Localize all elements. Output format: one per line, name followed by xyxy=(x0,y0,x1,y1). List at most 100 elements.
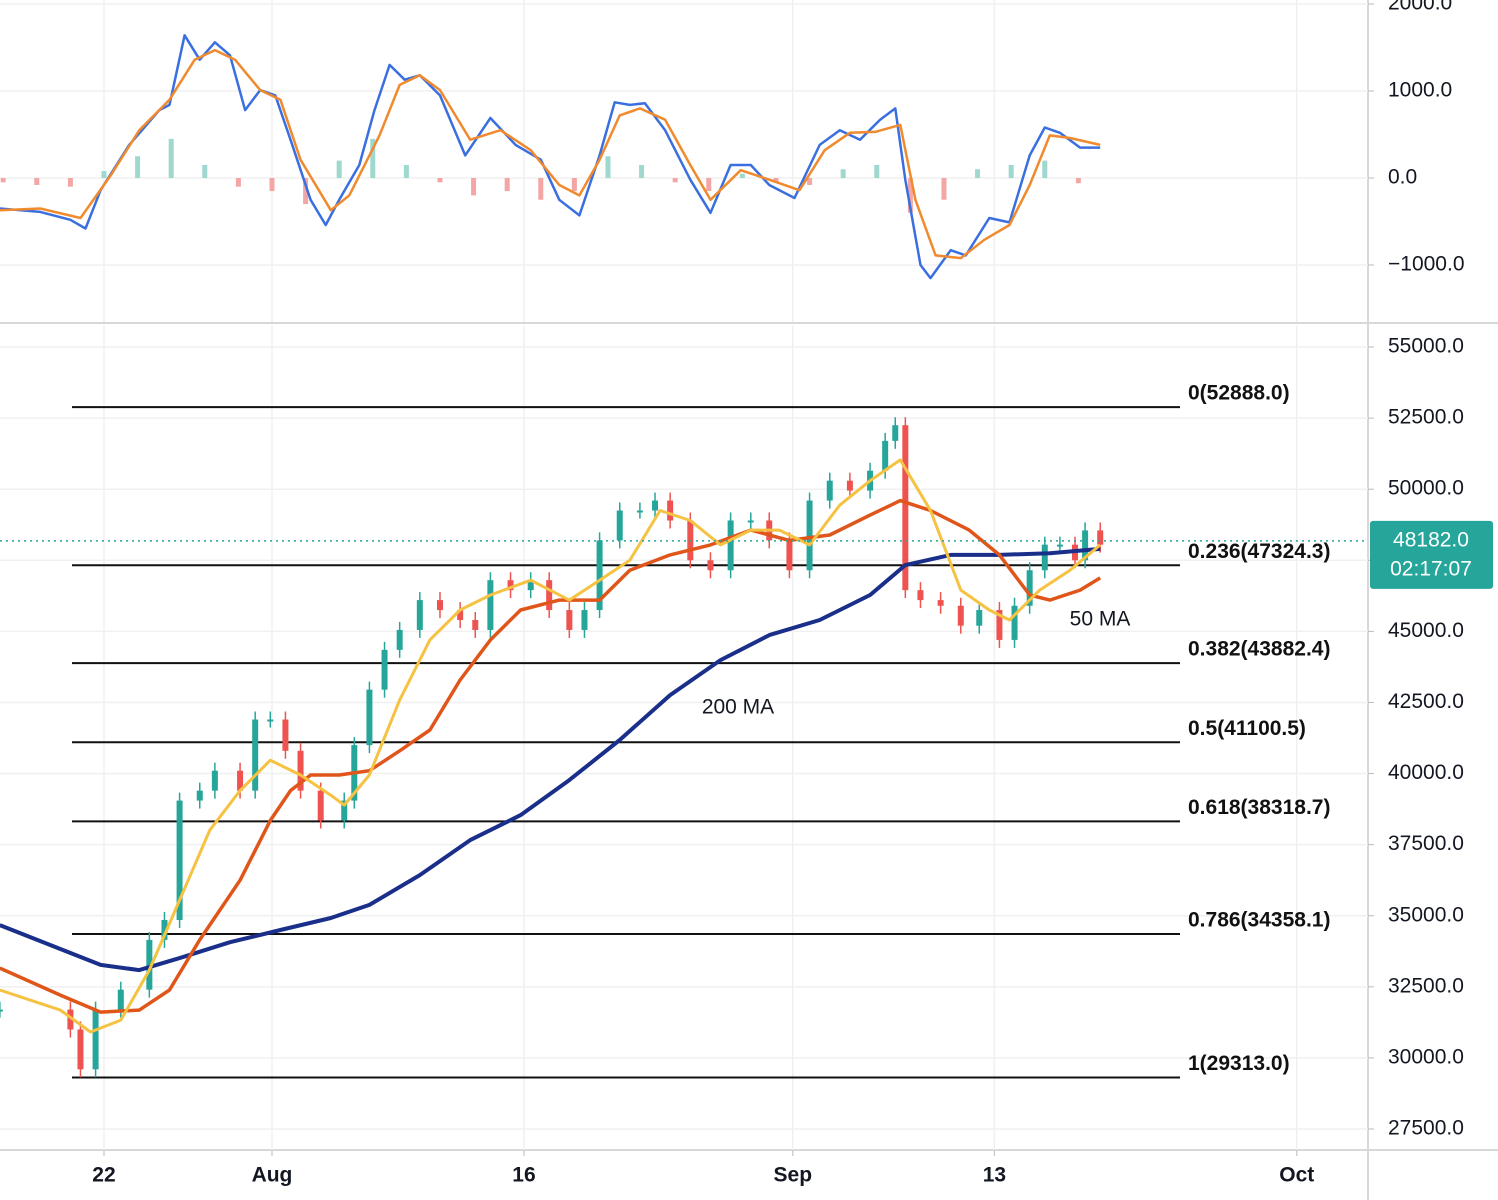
series-line xyxy=(0,458,1102,1034)
candle xyxy=(1056,544,1063,547)
candle xyxy=(252,719,259,791)
fib-label: 0.236(47324.3) xyxy=(1188,540,1330,563)
histogram-bar xyxy=(672,178,678,183)
histogram-bar xyxy=(202,164,208,179)
histogram-bar xyxy=(235,178,241,187)
y-tick-label: −1000.0 xyxy=(1388,253,1465,276)
candle xyxy=(366,689,373,746)
candle xyxy=(1011,605,1018,640)
candle xyxy=(381,649,388,690)
histogram-bar xyxy=(135,156,141,179)
series-line xyxy=(0,34,1101,280)
candle xyxy=(546,580,553,611)
y-tick-label: 40000.0 xyxy=(1388,761,1464,784)
histogram-bar xyxy=(807,178,813,185)
histogram-bar xyxy=(1042,160,1048,179)
x-tick-label: 22 xyxy=(92,1164,115,1187)
series-label: 200 MA xyxy=(702,696,774,719)
series-line xyxy=(0,546,1101,973)
histogram-bar xyxy=(471,178,477,196)
candle xyxy=(636,510,643,513)
candle xyxy=(747,520,754,523)
histogram-bar xyxy=(840,169,846,179)
histogram-bar xyxy=(605,156,611,179)
candle xyxy=(472,620,479,630)
histogram-bar xyxy=(773,178,779,183)
price-tag-countdown: 02:17:07 xyxy=(1390,557,1472,580)
series-label: 50 MA xyxy=(1070,608,1131,631)
candle xyxy=(1082,530,1089,561)
y-tick-label: 32500.0 xyxy=(1388,974,1464,997)
y-tick-label: 55000.0 xyxy=(1388,335,1464,358)
candle xyxy=(416,600,423,630)
x-tick-label: 16 xyxy=(512,1164,535,1187)
series-line xyxy=(0,48,1101,260)
fib-label: 0.618(38318.7) xyxy=(1188,796,1330,819)
candle xyxy=(507,580,514,591)
candle xyxy=(211,770,218,791)
y-tick-label: 1000.0 xyxy=(1388,79,1452,102)
candle xyxy=(317,790,324,821)
candle xyxy=(1026,570,1033,606)
y-tick-label: 35000.0 xyxy=(1388,903,1464,926)
candle xyxy=(396,629,403,650)
histogram-bar xyxy=(34,178,40,185)
candle xyxy=(527,580,534,591)
y-tick-label: 45000.0 xyxy=(1388,619,1464,642)
fib-label: 0.5(41100.5) xyxy=(1188,717,1306,740)
candle xyxy=(902,425,909,591)
candle xyxy=(707,560,714,571)
candle xyxy=(237,770,244,791)
candle xyxy=(957,605,964,626)
fib-label: 1(29313.0) xyxy=(1188,1052,1290,1075)
candle xyxy=(937,600,944,606)
candle xyxy=(1041,544,1048,571)
candle xyxy=(917,590,924,601)
histogram-bar xyxy=(874,164,880,179)
histogram-bar xyxy=(941,178,947,200)
histogram-bar xyxy=(336,160,342,179)
histogram-bar xyxy=(403,164,409,179)
y-tick-label: 50000.0 xyxy=(1388,477,1464,500)
candle xyxy=(196,790,203,801)
y-tick-label: 52500.0 xyxy=(1388,406,1464,429)
candle xyxy=(487,580,494,630)
histogram-bar xyxy=(370,138,376,179)
candle xyxy=(976,610,983,626)
y-tick-label: 27500.0 xyxy=(1388,1117,1464,1140)
histogram-bar xyxy=(67,178,73,187)
x-tick-label: Oct xyxy=(1279,1164,1314,1187)
candle xyxy=(0,1009,3,1012)
y-tick-label: 2000.0 xyxy=(1388,0,1452,15)
candle xyxy=(596,540,603,611)
y-tick-label: 0.0 xyxy=(1388,166,1417,189)
histogram-bar xyxy=(0,178,6,183)
candle xyxy=(826,480,833,501)
histogram-bar xyxy=(504,178,510,192)
histogram-bar xyxy=(269,178,275,192)
candle xyxy=(297,750,304,791)
candle xyxy=(566,610,573,630)
candle xyxy=(92,1009,99,1070)
candle xyxy=(176,800,183,921)
candle xyxy=(117,989,124,1010)
candle xyxy=(727,520,734,571)
price-tag-value: 48182.0 xyxy=(1393,528,1469,551)
histogram-bar xyxy=(168,138,174,179)
candle xyxy=(146,939,153,990)
histogram-bar xyxy=(571,178,577,192)
histogram-bar xyxy=(706,178,712,192)
candle xyxy=(67,1009,74,1030)
candle xyxy=(846,480,853,491)
candle xyxy=(616,510,623,541)
candle xyxy=(667,500,674,521)
candle xyxy=(267,719,274,722)
histogram-bar xyxy=(639,164,645,179)
candle xyxy=(161,920,168,940)
candle xyxy=(436,600,443,611)
candle xyxy=(652,500,659,511)
histogram-bar xyxy=(1008,164,1014,179)
candle xyxy=(341,800,348,821)
candle xyxy=(806,500,813,571)
